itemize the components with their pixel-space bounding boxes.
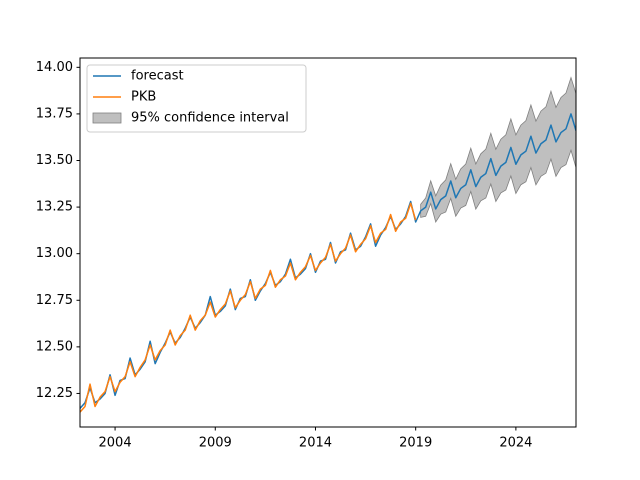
legend: forecast PKB 95% confidence interval [86, 64, 307, 133]
legend-label: forecast [131, 69, 184, 84]
axes-frame [79, 57, 577, 428]
x-tick-label: 2024 [499, 436, 532, 451]
y-tick-label: 12.25 [36, 386, 73, 401]
y-tick-label: 12.75 [36, 293, 73, 308]
y-tick-label: 12.50 [36, 339, 73, 354]
plot-area [80, 76, 576, 413]
legend-frame [86, 64, 307, 133]
y-tick-label: 13.25 [36, 200, 73, 215]
legend-label: PKB [131, 90, 156, 105]
x-tick-label: 2019 [399, 436, 432, 451]
legend-label: 95% confidence interval [131, 111, 289, 126]
confidence-band [420, 76, 576, 223]
x-tick-label: 2014 [299, 436, 332, 451]
axes: 12.25 12.50 12.75 13.00 13.25 13.50 13.75 14.00… [36, 60, 533, 451]
y-tick-label: 13.50 [36, 153, 73, 168]
series-line [80, 202, 417, 413]
y-tick-label: 13.75 [36, 106, 73, 121]
legend-swatch [92, 112, 122, 124]
x-tick-label: 2004 [99, 436, 132, 451]
y-tick-label: 14.00 [36, 60, 73, 75]
y-tick-label: 13.00 [36, 246, 73, 261]
x-tick-label: 2009 [199, 436, 232, 451]
